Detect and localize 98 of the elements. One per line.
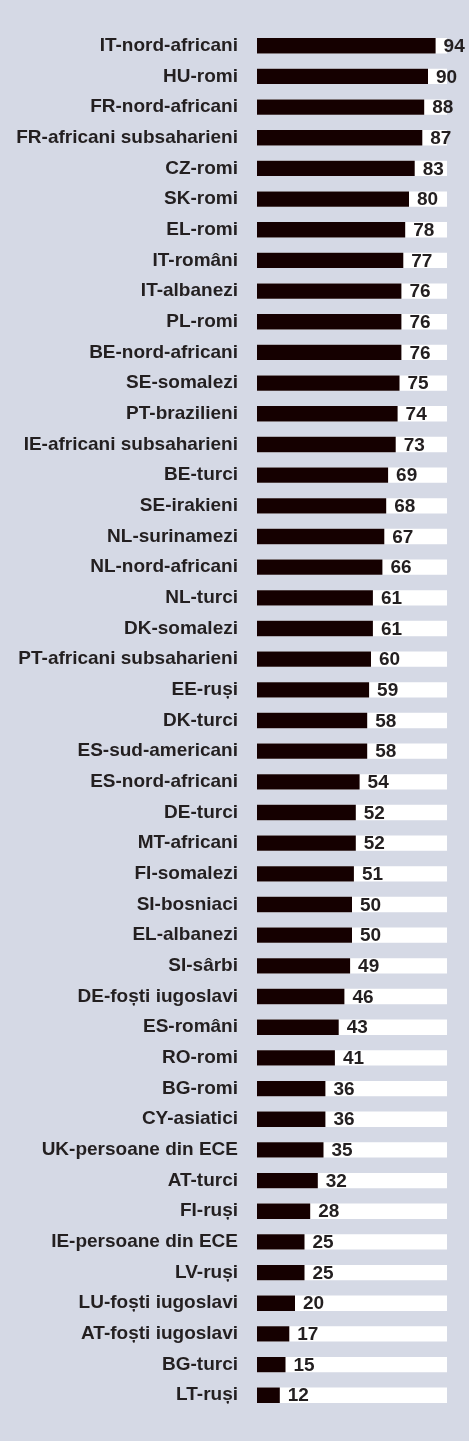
y-tick-label: CY-asiatici <box>141 1107 238 1129</box>
y-tick-label: IT-români <box>152 248 238 270</box>
y-tick-label: AT-turci <box>167 1168 238 1190</box>
data-label: 87 <box>430 126 452 148</box>
y-tick-label: BG-turci <box>162 1352 238 1374</box>
bar <box>257 1387 280 1403</box>
y-tick-label: IT-albanezi <box>140 279 238 301</box>
y-tick-label: FR-nord-africani <box>90 95 238 117</box>
y-tick-label: RO-romi <box>162 1046 238 1068</box>
y-tick-label: LV-ruși <box>175 1260 238 1282</box>
data-label: 28 <box>318 1200 340 1222</box>
y-tick-label: AT-foști iugoslavi <box>81 1322 238 1344</box>
y-tick-label: NL-surinamezi <box>107 524 238 546</box>
y-tick-label: BG-romi <box>162 1076 238 1098</box>
data-label: 54 <box>367 771 390 793</box>
data-label: 52 <box>363 832 385 854</box>
data-label: 52 <box>363 801 385 823</box>
y-tick-label: FR-africani subsaharieni <box>16 125 238 147</box>
data-label: 76 <box>409 280 431 302</box>
data-label: 41 <box>342 1047 365 1069</box>
data-label: 68 <box>394 495 416 517</box>
y-tick-label: IT-nord-africani <box>99 33 238 55</box>
data-label: 20 <box>303 1292 325 1314</box>
data-label: 78 <box>413 219 435 240</box>
data-label: 15 <box>293 1353 316 1375</box>
data-label: 76 <box>409 311 431 333</box>
bar <box>257 1203 311 1219</box>
y-tick-label: BE-nord-africani <box>89 340 238 362</box>
y-tick-label: LT-ruși <box>176 1383 238 1405</box>
y-tick-label: BE-turci <box>164 463 238 485</box>
data-label: 73 <box>403 433 425 455</box>
y-tick-label: FI-ruși <box>179 1199 238 1221</box>
y-tick-label: NL-turci <box>165 586 238 608</box>
y-tick-label: UK-persoane din ECE <box>41 1138 238 1160</box>
y-tick-label: PT-brazilieni <box>126 402 238 424</box>
bar <box>257 1326 290 1342</box>
data-label: 88 <box>432 96 454 118</box>
y-tick-label: MT-africani <box>137 831 238 853</box>
data-label: 69 <box>396 464 418 486</box>
y-tick-label: CZ-romi <box>165 156 238 178</box>
y-tick-label: SI-bosniaci <box>136 892 238 914</box>
data-label: 60 <box>379 648 401 670</box>
data-label: 49 <box>358 955 380 977</box>
data-label: 32 <box>325 1169 347 1191</box>
bar <box>257 1172 318 1189</box>
data-label: 43 <box>346 1016 368 1038</box>
data-label: 59 <box>377 679 399 701</box>
y-tick-label: SK-romi <box>164 187 238 209</box>
y-tick-label: FI-somalezi <box>134 862 238 884</box>
data-label: 25 <box>312 1231 335 1253</box>
y-tick-label: HU-romi <box>163 64 238 86</box>
y-tick-label: SE-irakieni <box>139 494 238 516</box>
y-tick-label: ES-sud-americani <box>77 739 238 761</box>
data-label: 46 <box>352 985 374 1007</box>
data-label: 61 <box>380 617 403 639</box>
data-label: 58 <box>375 740 397 762</box>
data-label: 50 <box>360 924 382 946</box>
data-label: 74 <box>405 403 428 425</box>
data-label: 80 <box>417 188 439 210</box>
y-tick-label: ES-nord-africani <box>90 770 238 792</box>
y-tick-label: IE-persoane din ECE <box>51 1230 238 1252</box>
y-tick-label: EL-albanezi <box>132 923 238 945</box>
data-label: 76 <box>409 341 431 363</box>
y-tick-label: EL-romi <box>166 218 238 239</box>
y-tick-label: EE-ruși <box>171 678 238 700</box>
data-label: 51 <box>361 863 384 885</box>
y-tick-label: DK-turci <box>163 708 238 730</box>
data-label: 12 <box>287 1384 309 1406</box>
bar <box>257 1234 305 1250</box>
data-label: 67 <box>392 525 414 547</box>
data-label: 90 <box>436 65 458 87</box>
data-label: 83 <box>422 157 444 179</box>
y-tick-label: LU-foști iugoslavi <box>78 1291 238 1313</box>
data-label: 35 <box>331 1139 354 1161</box>
data-label: 94 <box>443 34 466 56</box>
bar <box>257 1295 295 1311</box>
y-tick-label: DE-turci <box>164 800 238 822</box>
bar <box>257 1264 305 1281</box>
data-label: 25 <box>312 1261 335 1283</box>
y-tick-label: IE-africani subsaharieni <box>23 432 238 454</box>
bar <box>257 1356 286 1373</box>
data-label: 66 <box>390 556 412 578</box>
y-tick-label: DE-foști iugoslavi <box>77 984 238 1006</box>
data-label: 75 <box>407 372 430 394</box>
data-label: 50 <box>360 893 382 915</box>
data-label: 17 <box>297 1323 319 1345</box>
data-label: 36 <box>333 1077 355 1099</box>
y-tick-label: SE-somalezi <box>126 371 238 393</box>
data-label: 77 <box>411 249 433 271</box>
y-tick-label: DK-somalezi <box>123 616 238 638</box>
y-tick-label: ES-români <box>142 1015 238 1037</box>
y-tick-label: SI-sârbi <box>168 954 238 976</box>
y-tick-label: PT-africani subsaharieni <box>18 647 238 669</box>
data-label: 61 <box>380 587 403 609</box>
data-label: 36 <box>333 1108 355 1130</box>
data-label: 58 <box>375 709 397 731</box>
y-tick-label: PL-romi <box>166 310 238 332</box>
y-tick-label: NL-nord-africani <box>90 555 238 577</box>
